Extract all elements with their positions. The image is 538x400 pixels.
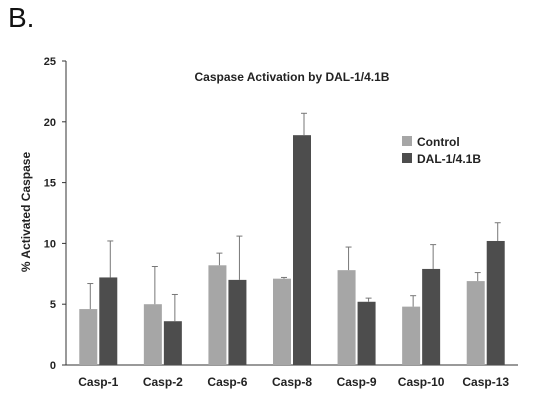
x-tick-label: Casp-1	[78, 375, 118, 389]
legend-swatch	[402, 136, 412, 146]
y-tick-label: 15	[44, 178, 56, 190]
x-tick-label: Casp-13	[462, 375, 509, 389]
y-tick-label: 5	[50, 299, 56, 311]
bar-control-casp-13	[466, 281, 485, 365]
bar-control-casp-8	[273, 278, 291, 365]
legend: Control DAL-1/4.1B	[402, 135, 481, 166]
bar-dal1-casp-10	[422, 268, 441, 365]
bar-control-casp-6	[208, 265, 227, 365]
x-tick-label: Casp-2	[143, 375, 183, 389]
bar-control-casp-1	[79, 309, 98, 365]
bar-dal1-casp-13	[486, 240, 505, 365]
panel-letter: B.	[8, 2, 35, 33]
y-tick-label: 20	[44, 117, 56, 129]
legend-label: DAL-1/4.1B	[417, 152, 481, 166]
bar-dal1-casp-6	[228, 279, 247, 365]
legend-swatch	[402, 153, 412, 163]
bar-dal1-casp-9	[357, 301, 376, 365]
bars	[79, 112, 505, 365]
x-tick-label: Casp-9	[337, 375, 377, 389]
axes: 0 5 10 15 20 25 Casp-1 Casp-2 Casp-6 Casp-8 Casp-9…	[44, 56, 518, 389]
y-axis-label: % Activated Caspase	[19, 152, 33, 273]
bar-dal1-casp-8	[293, 135, 311, 365]
bar-control-casp-10	[402, 306, 421, 365]
bar-dal1-casp-1	[99, 277, 118, 365]
y-tick-label: 25	[44, 56, 56, 68]
x-tick-label: Casp-6	[207, 375, 247, 389]
x-tick-label: Casp-8	[272, 375, 312, 389]
legend-label: Control	[417, 135, 460, 149]
x-tick-label: Casp-10	[398, 375, 445, 389]
bar-control-casp-9	[337, 270, 356, 365]
y-tick-label: 0	[50, 360, 56, 372]
bar-dal1-casp-2	[163, 321, 182, 365]
chart-title: Caspase Activation by DAL-1/4.1B	[195, 70, 390, 84]
y-tick-label: 10	[44, 238, 56, 250]
bar-control-casp-2	[143, 304, 162, 365]
